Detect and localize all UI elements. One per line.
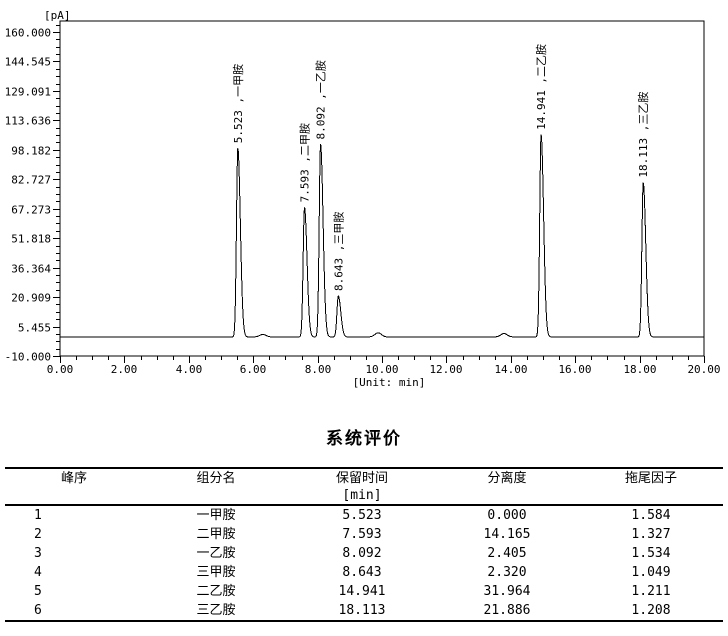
- x-tick-label: 0.00: [47, 363, 74, 376]
- table-cell: 14.165: [483, 527, 531, 542]
- table-cell: 1.049: [631, 565, 671, 580]
- table-cell: 1.584: [631, 508, 671, 523]
- y-tick-label: 36.364: [11, 263, 51, 276]
- table-cell: 8.643: [342, 565, 382, 580]
- table-cell: 一乙胺: [196, 546, 236, 561]
- peak-label: 14.941 ,二乙胺: [534, 44, 548, 130]
- table-cell: 一甲胺: [196, 508, 236, 523]
- table-row: 3 一乙胺 8.092 2.405 1.534: [5, 544, 723, 563]
- table-cell: 5.523: [342, 508, 382, 523]
- table-row: 5 二乙胺 14.941 31.964 1.211: [5, 582, 723, 601]
- table-cell: 3: [34, 546, 42, 561]
- table-units-row: [min]: [5, 488, 723, 505]
- y-tick-label: -10.000: [5, 351, 51, 364]
- table-cell: 2.320: [487, 565, 527, 580]
- y-tick-label: 129.091: [5, 86, 51, 99]
- evaluation-report: 系统评价 峰序 组分名 保留时间 分离度 拖尾因子 [min]: [0, 400, 728, 622]
- chromatogram-svg: 160.000 144.545 129.091 113.636 98.182 82.727…: [5, 9, 721, 389]
- y-tick-label: 5.455: [18, 322, 51, 335]
- col-header-retention-time: 保留时间: [335, 471, 388, 486]
- table-cell: 6: [34, 603, 42, 618]
- y-tick-label: 113.636: [5, 115, 51, 128]
- table-cell: 8.092: [342, 546, 382, 561]
- x-tick-label: 8.00: [305, 363, 332, 376]
- table-cell: 1.534: [631, 546, 671, 561]
- y-unit-label: [pA]: [44, 9, 71, 22]
- col-header-peak-no: 峰序: [60, 471, 87, 486]
- y-tick-label: 98.182: [11, 145, 51, 158]
- table-cell: 1.327: [631, 527, 671, 542]
- peak-label: 18.113 ,三乙胺: [636, 92, 650, 178]
- table-cell: 14.941: [338, 584, 386, 599]
- system-evaluation-table: 峰序 组分名 保留时间 分离度 拖尾因子 [min] 1 一甲胺 5.523 0.00…: [5, 467, 723, 622]
- table-row: 1 一甲胺 5.523 0.000 1.584: [5, 505, 723, 525]
- peak-label: 7.593 ,二甲胺: [297, 123, 311, 202]
- x-tick-label: 4.00: [176, 363, 203, 376]
- table-cell: 18.113: [338, 603, 386, 618]
- table-cell: 2: [34, 527, 42, 542]
- col-header-component: 组分名: [196, 471, 236, 486]
- table-cell: 5: [34, 584, 42, 599]
- table-cell: 1.211: [631, 584, 671, 599]
- peak-label: 5.523 ,一甲胺: [231, 64, 245, 143]
- table-cell: 三乙胺: [196, 603, 236, 618]
- x-tick-label: 10.00: [365, 363, 398, 376]
- table-cell: 三甲胺: [196, 565, 236, 580]
- table-cell: 21.886: [483, 603, 531, 618]
- table-cell: 31.964: [483, 584, 531, 599]
- x-tick-label: 20.00: [687, 363, 720, 376]
- table-body: 1 一甲胺 5.523 0.000 1.584 2 二甲胺 7.593 14.165 1.327 3…: [5, 505, 723, 621]
- retention-unit-label: [min]: [342, 488, 382, 503]
- col-header-resolution: 分离度: [487, 471, 527, 486]
- y-tick-label: 144.545: [5, 56, 51, 69]
- table-row: 2 二甲胺 7.593 14.165 1.327: [5, 525, 723, 544]
- table-header-row: 峰序 组分名 保留时间 分离度 拖尾因子: [5, 468, 723, 488]
- x-tick-label: 14.00: [494, 363, 527, 376]
- x-tick-label: 6.00: [240, 363, 267, 376]
- x-tick-label: 18.00: [623, 363, 656, 376]
- table-cell: 4: [34, 565, 42, 580]
- table-row: 4 三甲胺 8.643 2.320 1.049: [5, 563, 723, 582]
- y-tick-label: 67.273: [11, 204, 51, 217]
- peak-label: 8.643 ,三甲胺: [331, 212, 345, 291]
- x-unit-label: [Unit: min]: [353, 376, 426, 389]
- chromatogram-plot: 160.000 144.545 129.091 113.636 98.182 82.727…: [5, 9, 721, 389]
- chromatogram-trace: [59, 134, 705, 338]
- table-cell: 1.208: [631, 603, 671, 618]
- x-tick-label: 12.00: [429, 363, 462, 376]
- table-cell: 二甲胺: [196, 527, 236, 542]
- table-cell: 二乙胺: [196, 584, 236, 599]
- table-row: 6 三乙胺 18.113 21.886 1.208: [5, 601, 723, 621]
- x-tick-label: 16.00: [558, 363, 591, 376]
- col-header-tailing-factor: 拖尾因子: [624, 471, 677, 486]
- y-tick-label: 82.727: [11, 174, 51, 187]
- table-cell: 2.405: [487, 546, 527, 561]
- table-cell: 7.593: [342, 527, 382, 542]
- table-cell: 1: [34, 508, 42, 523]
- y-tick-label: 20.909: [11, 292, 51, 305]
- table-cell: 0.000: [487, 508, 527, 523]
- table-title: 系统评价: [326, 429, 402, 448]
- y-tick-label: 51.818: [11, 233, 51, 246]
- x-tick-label: 2.00: [111, 363, 138, 376]
- y-tick-label: 160.000: [5, 27, 51, 40]
- plot-frame: [59, 20, 705, 357]
- peak-label: 8.092 ,一乙胺: [314, 60, 328, 139]
